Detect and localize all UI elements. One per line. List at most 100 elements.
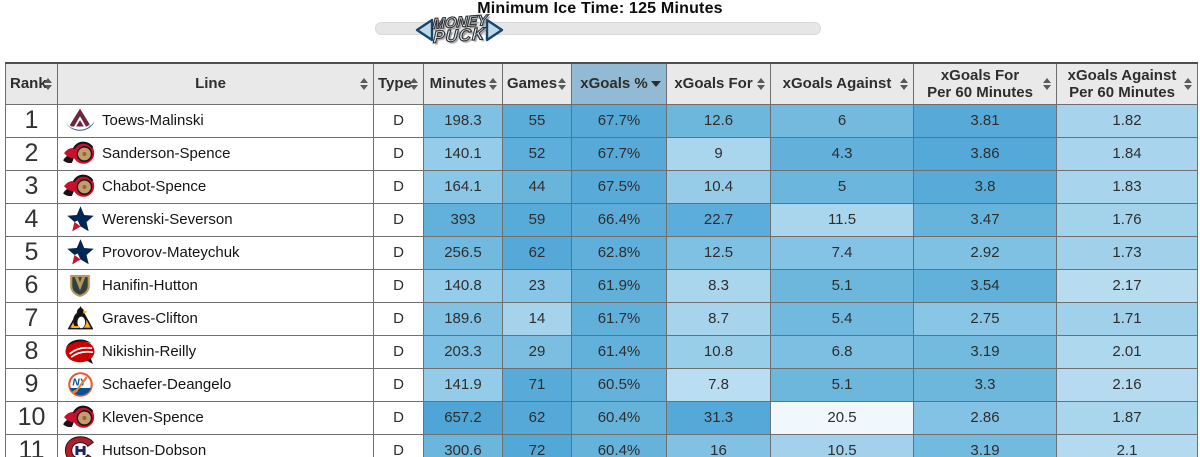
xgoals-for-value: 16	[666, 433, 771, 457]
column-header-minutes[interactable]: Minutes	[423, 62, 503, 105]
ice-time-slider-handle[interactable]: MONEY PUCK	[413, 2, 506, 58]
lines-stats-table: Rank Line Type Minutes Games	[5, 62, 1198, 457]
line-name: Provorov-Mateychuk	[102, 244, 240, 261]
rank-value: 9	[5, 367, 58, 402]
xgoals-against-per60-value: 1.84	[1056, 136, 1198, 171]
xgoals-against-per60-value: 1.82	[1056, 103, 1198, 138]
avalanche-logo-icon	[65, 108, 95, 131]
games-value: 23	[502, 268, 572, 303]
xgoals-pct-value: 67.5%	[571, 169, 667, 204]
rank-value: 2	[5, 136, 58, 171]
line-cell: Toews-Malinski	[57, 103, 374, 138]
rank-value: 10	[5, 400, 58, 435]
column-header-type[interactable]: Type	[373, 62, 424, 105]
xgoals-for-per60-value: 3.86	[913, 136, 1057, 171]
games-value: 52	[502, 136, 572, 171]
minutes-value: 164.1	[423, 169, 503, 204]
rank-value: 7	[5, 301, 58, 336]
blue-jackets-logo-icon	[66, 239, 94, 265]
table-row: 3 Chabot-Spence D 164.1 44 67.5% 10.4 5 …	[5, 169, 1198, 204]
xgoals-pct-value: 60.4%	[571, 400, 667, 435]
games-value: 29	[502, 334, 572, 369]
xgoals-for-per60-value: 3.81	[913, 103, 1057, 138]
minutes-value: 300.6	[423, 433, 503, 457]
xgoals-pct-value: 66.4%	[571, 202, 667, 237]
line-name: Sanderson-Spence	[102, 145, 231, 162]
xgoals-against-per60-value: 2.01	[1056, 334, 1198, 369]
table-row: 9 NY Schaefer-Deangelo D 141.9 71 60.5% …	[5, 367, 1198, 402]
senators-logo-icon	[63, 405, 95, 428]
column-header-games[interactable]: Games	[502, 62, 572, 105]
sort-icon	[44, 77, 52, 90]
xgoals-against-value: 5.1	[770, 268, 914, 303]
rank-value: 8	[5, 334, 58, 369]
minutes-value: 141.9	[423, 367, 503, 402]
xgoals-for-value: 10.4	[666, 169, 771, 204]
xgoals-against-per60-value: 1.73	[1056, 235, 1198, 270]
xgoals-against-value: 5.1	[770, 367, 914, 402]
type-value: D	[373, 235, 424, 270]
type-value: D	[373, 367, 424, 402]
minutes-value: 140.1	[423, 136, 503, 171]
xgoals-against-value: 6	[770, 103, 914, 138]
table-row: 2 Sanderson-Spence D 140.1 52 67.7% 9 4.…	[5, 136, 1198, 171]
games-value: 55	[502, 103, 572, 138]
sort-icon	[489, 77, 497, 90]
xgoals-against-value: 4.3	[770, 136, 914, 171]
xgoals-for-per60-value: 3.3	[913, 367, 1057, 402]
xgoals-pct-value: 60.5%	[571, 367, 667, 402]
line-cell: Nikishin-Reilly	[57, 334, 374, 369]
team-logo	[59, 138, 103, 169]
games-value: 62	[502, 400, 572, 435]
xgoals-against-per60-value: 2.16	[1056, 367, 1198, 402]
xgoals-for-value: 12.5	[666, 235, 771, 270]
type-value: D	[373, 169, 424, 204]
table-row: 4 Werenski-Severson D 393 59 66.4% 22.7 …	[5, 202, 1198, 237]
line-cell: NY Schaefer-Deangelo	[57, 367, 374, 402]
slider-label: Minimum Ice Time: 125 Minutes	[477, 0, 723, 17]
column-header-xgoals-against[interactable]: xGoals Against	[770, 62, 914, 105]
xgoals-for-per60-value: 3.54	[913, 268, 1057, 303]
xgoals-for-value: 10.8	[666, 334, 771, 369]
table-row: 11 Hutson-Dobson D 300.6 72 60.4% 16 10.…	[5, 433, 1198, 457]
xgoals-pct-value: 60.4%	[571, 433, 667, 457]
xgoals-pct-value: 62.8%	[571, 235, 667, 270]
header-row: Rank Line Type Minutes Games	[5, 62, 1198, 105]
team-logo	[59, 105, 103, 136]
type-value: D	[373, 433, 424, 457]
team-logo	[59, 303, 103, 334]
column-header-xgoals-against-per60[interactable]: xGoals Against Per 60 Minutes	[1056, 62, 1198, 105]
column-header-xgoals-for-per60[interactable]: xGoals For Per 60 Minutes	[913, 62, 1057, 105]
line-name: Nikishin-Reilly	[102, 343, 197, 360]
xgoals-for-value: 8.7	[666, 301, 771, 336]
sort-icon	[1043, 77, 1051, 90]
column-header-line[interactable]: Line	[57, 62, 374, 105]
xgoals-for-value: 31.3	[666, 400, 771, 435]
team-logo	[59, 171, 103, 202]
column-header-rank[interactable]: Rank	[5, 62, 58, 105]
xgoals-against-per60-value: 1.87	[1056, 400, 1198, 435]
minutes-value: 393	[423, 202, 503, 237]
xgoals-for-value: 9	[666, 136, 771, 171]
column-header-xgoals-for[interactable]: xGoals For	[666, 62, 771, 105]
column-header-xgoals-pct[interactable]: xGoals %	[571, 62, 667, 105]
svg-text:NY: NY	[72, 378, 87, 389]
table-body: 1 Toews-Malinski D 198.3 55 67.7% 12.6 6…	[5, 103, 1198, 457]
line-cell: Sanderson-Spence	[57, 136, 374, 171]
rank-value: 1	[5, 103, 58, 138]
games-value: 59	[502, 202, 572, 237]
xgoals-against-value: 11.5	[770, 202, 914, 237]
team-logo	[59, 204, 103, 235]
rank-value: 11	[5, 433, 58, 457]
sort-icon	[558, 77, 566, 90]
xgoals-for-per60-value: 3.8	[913, 169, 1057, 204]
table-row: 10 Kleven-Spence D 657.2 62 60.4% 31.3 2…	[5, 400, 1198, 435]
sort-icon	[360, 77, 368, 90]
line-name: Schaefer-Deangelo	[102, 376, 232, 393]
moneypuck-logo: MONEY PUCK	[431, 11, 488, 48]
type-value: D	[373, 334, 424, 369]
games-value: 62	[502, 235, 572, 270]
team-logo: NY	[59, 369, 103, 400]
xgoals-against-per60-value: 1.76	[1056, 202, 1198, 237]
